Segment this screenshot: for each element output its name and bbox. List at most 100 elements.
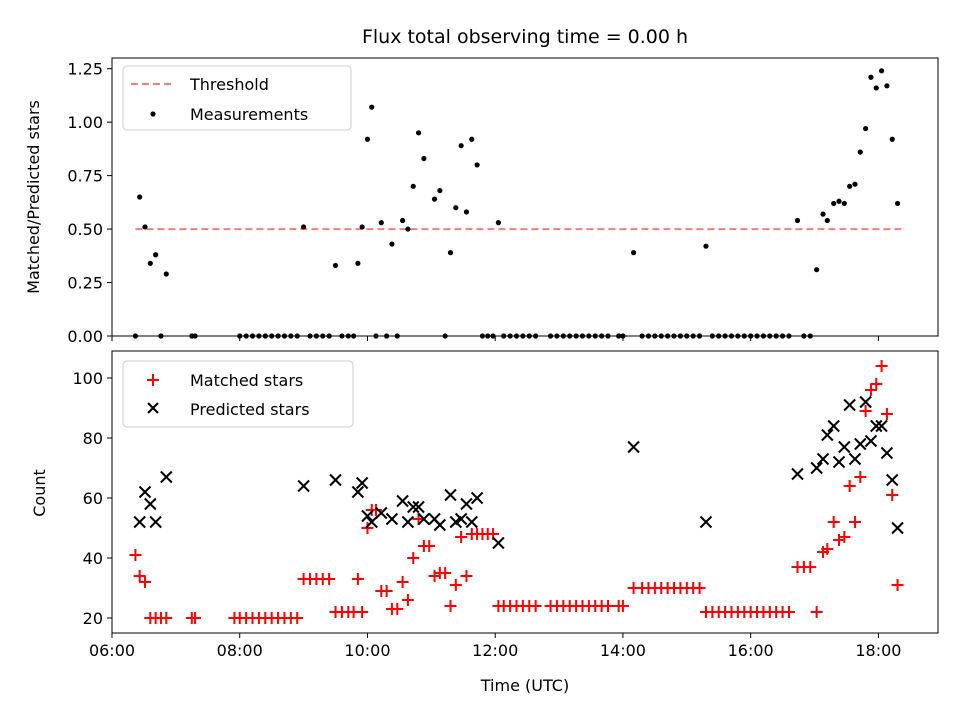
- x-tick-label: 16:00: [728, 641, 774, 660]
- bottom-y-tick-label: 20: [83, 609, 103, 628]
- measurement-point: [703, 243, 709, 249]
- matched-stars-point: [189, 612, 202, 624]
- matched-stars-point: [460, 570, 473, 582]
- top-legend: Threshold Measurements: [122, 65, 352, 131]
- bottom-y-tick-label: 60: [83, 489, 103, 508]
- x-axis-label: Time (UTC): [480, 676, 569, 695]
- predicted-stars-point: [838, 440, 851, 454]
- matched-stars-point: [854, 471, 867, 483]
- matched-stars-point: [380, 585, 393, 597]
- matched-stars-point: [160, 612, 173, 624]
- measurement-point: [820, 211, 826, 217]
- top-y-axis-label: Matched/Predicted stars: [24, 100, 43, 294]
- measurement-point: [868, 74, 874, 80]
- matched-stars-point: [821, 543, 834, 555]
- x-tick-label: 12:00: [472, 641, 518, 660]
- predicted-stars-point: [864, 434, 878, 448]
- matched-stars-point: [870, 378, 883, 390]
- measurement-point: [421, 155, 427, 162]
- matched-stars-point: [351, 573, 364, 585]
- predicted-stars-point: [329, 473, 342, 487]
- matched-stars-point: [361, 522, 374, 534]
- bottom-axes-frame: [111, 350, 939, 634]
- x-tick-label: 06:00: [89, 641, 135, 660]
- matched-stars-point: [602, 600, 615, 612]
- measurement-point: [884, 83, 890, 89]
- legend-matched-swatch: [147, 374, 159, 386]
- predicted-stars-point: [396, 494, 409, 508]
- predicted-stars-point: [627, 440, 640, 454]
- matched-stars-point: [396, 576, 409, 588]
- top-y-tick-label: 0.50: [67, 220, 103, 239]
- matched-stars-point: [891, 579, 904, 591]
- top-axes-frame: [111, 57, 939, 337]
- matched-stars-point: [827, 516, 840, 528]
- matched-stars-point: [782, 606, 795, 618]
- predicted-stars-point: [854, 437, 867, 451]
- matched-stars-point: [356, 606, 369, 618]
- matched-stars-point: [423, 540, 436, 552]
- matched-stars-point: [401, 594, 414, 606]
- matched-stars-point: [810, 606, 823, 618]
- legend-predicted-label: Predicted stars: [190, 400, 310, 419]
- measurement-point: [469, 136, 475, 142]
- legend-matched-label: Matched stars: [190, 371, 303, 390]
- measurement-point: [163, 271, 169, 277]
- measurement-point: [153, 252, 159, 258]
- measurement-point: [453, 205, 459, 211]
- top-plot-area: 0.00 0.25 0.50 0.75 1.00 1.25: [67, 57, 939, 346]
- matched-stars-point: [880, 408, 893, 420]
- measurement-point: [894, 200, 901, 207]
- predicted-stars-point: [433, 518, 447, 532]
- predicted-stars-point: [149, 515, 162, 529]
- matched-stars-point: [129, 549, 142, 561]
- measurement-point: [794, 217, 801, 224]
- matched-stars-point: [444, 600, 457, 612]
- predicted-stars-point: [365, 515, 378, 529]
- top-y-tick-label: 1.00: [67, 113, 103, 132]
- bottom-y-tick-label: 100: [72, 369, 103, 388]
- measurement-point: [369, 104, 375, 110]
- predicted-stars-point: [444, 488, 457, 502]
- measurement-point: [137, 194, 143, 200]
- predicted-stars-point: [417, 512, 431, 526]
- measurement-point: [378, 220, 384, 226]
- measurement-point: [836, 198, 842, 204]
- predicted-stars-point: [401, 515, 415, 529]
- matched-stars-point: [859, 405, 872, 417]
- measurement-point: [389, 241, 395, 247]
- x-tick-label: 14:00: [600, 641, 646, 660]
- matched-stars-point: [439, 567, 452, 579]
- x-tick-label: 08:00: [217, 641, 263, 660]
- predicted-stars-point: [791, 467, 804, 481]
- matched-stars-point: [407, 552, 420, 564]
- predicted-stars-point: [880, 446, 894, 460]
- matched-stars-point: [133, 570, 146, 582]
- measurement-point: [300, 224, 307, 230]
- predicted-stars-point: [859, 395, 872, 409]
- predicted-stars-point: [138, 485, 152, 499]
- bottom-y-tick-label: 40: [83, 549, 103, 568]
- measurement-point: [847, 183, 853, 189]
- measurement-point: [852, 181, 858, 187]
- matched-stars-point: [843, 480, 856, 492]
- measurement-point: [431, 196, 438, 202]
- predicted-stars-point: [891, 521, 904, 535]
- predicted-stars-point: [827, 419, 840, 433]
- predicted-stars-point: [355, 476, 369, 490]
- matched-stars-point: [529, 600, 542, 612]
- predicted-stars-point: [465, 515, 478, 529]
- predicted-stars-point: [816, 452, 830, 466]
- measurement-point: [831, 200, 837, 207]
- measurement-point: [878, 68, 885, 74]
- top-y-tick-label: 0.75: [67, 167, 103, 186]
- measurement-point: [863, 125, 869, 132]
- matched-stars-point: [848, 516, 861, 528]
- matched-stars-point: [804, 561, 817, 573]
- matched-stars-point: [449, 579, 462, 591]
- top-y-tick-label: 0.25: [67, 274, 103, 293]
- bottom-plot-area: 06:00 08:00 10:00 12:00 14:00 16:00 18:00 20 40 6…: [72, 350, 939, 660]
- measurement-point: [873, 85, 879, 91]
- predicted-stars-point: [144, 497, 157, 511]
- measurement-point: [415, 130, 422, 136]
